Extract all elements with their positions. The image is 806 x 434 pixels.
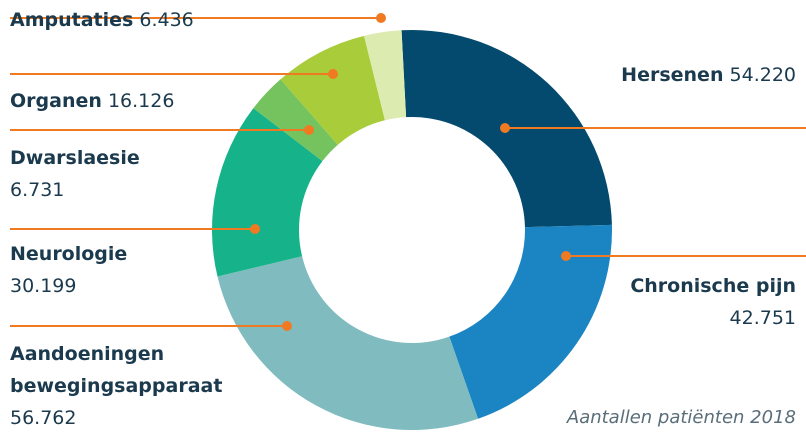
category-name: Neurologie (10, 243, 128, 265)
category-name: Chronische pijn (630, 275, 796, 297)
donut-segment (280, 35, 385, 145)
segment-label: Chronische pijn 42.751 (630, 270, 796, 334)
leader-dot (250, 224, 260, 234)
segment-label: Amputaties 6.436 (10, 4, 194, 36)
donut-segment (217, 256, 479, 430)
leader-dot (304, 125, 314, 135)
segment-label: Neurologie 30.199 (10, 238, 127, 302)
leader-dot (376, 13, 386, 23)
donut-segment (253, 79, 338, 162)
value-label: 16.126 (107, 90, 175, 112)
value-label: 6.731 (10, 179, 65, 201)
value-label: 30.199 (10, 275, 77, 297)
category-name: Organen (10, 90, 102, 112)
leader-dot (561, 251, 571, 261)
value-label: 56.762 (10, 407, 77, 429)
leader-dot (282, 321, 292, 331)
segment-label: Dwarslaesie 6.731 (10, 142, 140, 206)
segment-label: Organen 16.126 (10, 85, 174, 117)
category-name: Aandoeningen bewegingsapparaat (10, 343, 223, 397)
segment-label: Aandoeningen bewegingsapparaat 56.762 (10, 338, 250, 434)
segment-label: Hersenen 54.220 (621, 59, 796, 91)
value-label: 6.436 (139, 9, 194, 31)
donut-segment (211, 108, 323, 277)
category-name: Amputaties (10, 9, 134, 31)
value-label: 54.220 (729, 64, 796, 86)
category-name: Hersenen (621, 64, 724, 86)
category-name: Dwarslaesie (10, 147, 140, 169)
leader-dot (328, 69, 338, 79)
leader-dot (500, 123, 510, 133)
donut-segment (364, 30, 407, 121)
note: Aantallen patiënten 2018 (566, 407, 796, 428)
value-label: 42.751 (729, 307, 796, 329)
donut-segment (449, 224, 612, 419)
